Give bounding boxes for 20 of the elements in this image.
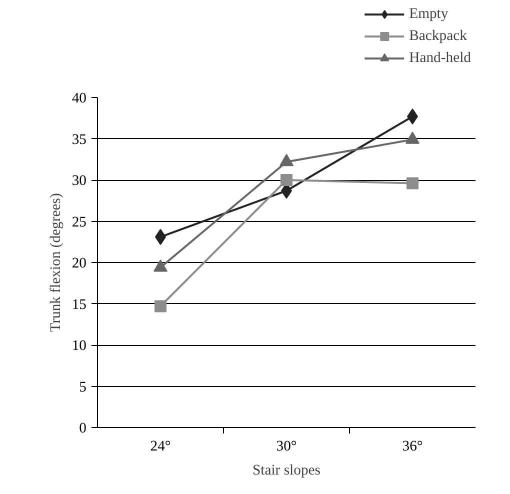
legend-label: Hand-held bbox=[409, 50, 471, 66]
point bbox=[154, 300, 166, 312]
y-tick-label: 35 bbox=[72, 132, 86, 148]
x-tick-label: 24° bbox=[150, 438, 171, 454]
legend-label: Backpack bbox=[409, 28, 467, 44]
y-tick-label: 0 bbox=[79, 420, 86, 436]
y-tick-label: 30 bbox=[72, 173, 86, 189]
legend-label: Empty bbox=[409, 6, 448, 22]
y-axis-title: Trunk flexion (degrees) bbox=[48, 193, 64, 332]
x-tick-label: 30° bbox=[276, 438, 297, 454]
point bbox=[406, 177, 418, 190]
x-axis-title: Stair slopes bbox=[252, 462, 321, 478]
y-tick-label: 40 bbox=[72, 90, 86, 106]
point bbox=[280, 174, 292, 186]
y-tick-label: 20 bbox=[72, 256, 86, 272]
x-tick-label: 36° bbox=[402, 438, 423, 454]
y-tick-label: 10 bbox=[72, 338, 86, 354]
y-tick-label: 5 bbox=[79, 379, 86, 396]
y-tick-label: 25 bbox=[72, 214, 86, 230]
y-tick-label: 15 bbox=[72, 296, 86, 313]
